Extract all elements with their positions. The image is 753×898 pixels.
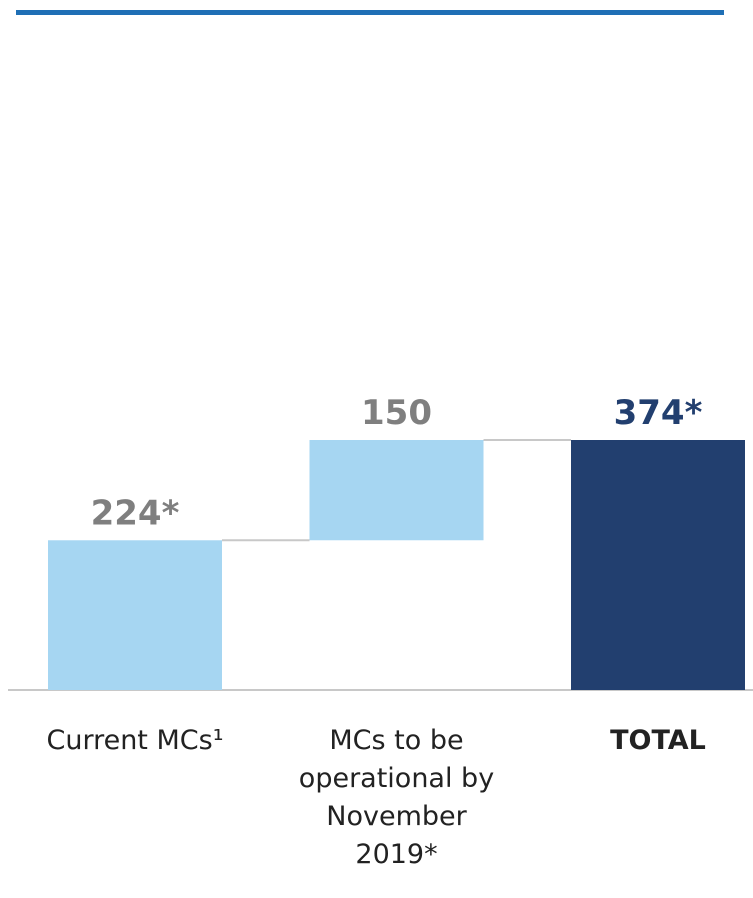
bar — [48, 540, 222, 690]
bar — [571, 440, 745, 690]
top-rule — [16, 10, 724, 15]
value-label: 150 — [361, 393, 432, 433]
bar — [309, 440, 484, 541]
value-label: 224* — [91, 493, 180, 533]
category-label: MCs to be operational by November 2019* — [298, 725, 495, 870]
value-label: 374* — [614, 393, 703, 433]
category-label: Current MCs¹ — [46, 725, 224, 756]
category-label: TOTAL — [610, 725, 706, 756]
